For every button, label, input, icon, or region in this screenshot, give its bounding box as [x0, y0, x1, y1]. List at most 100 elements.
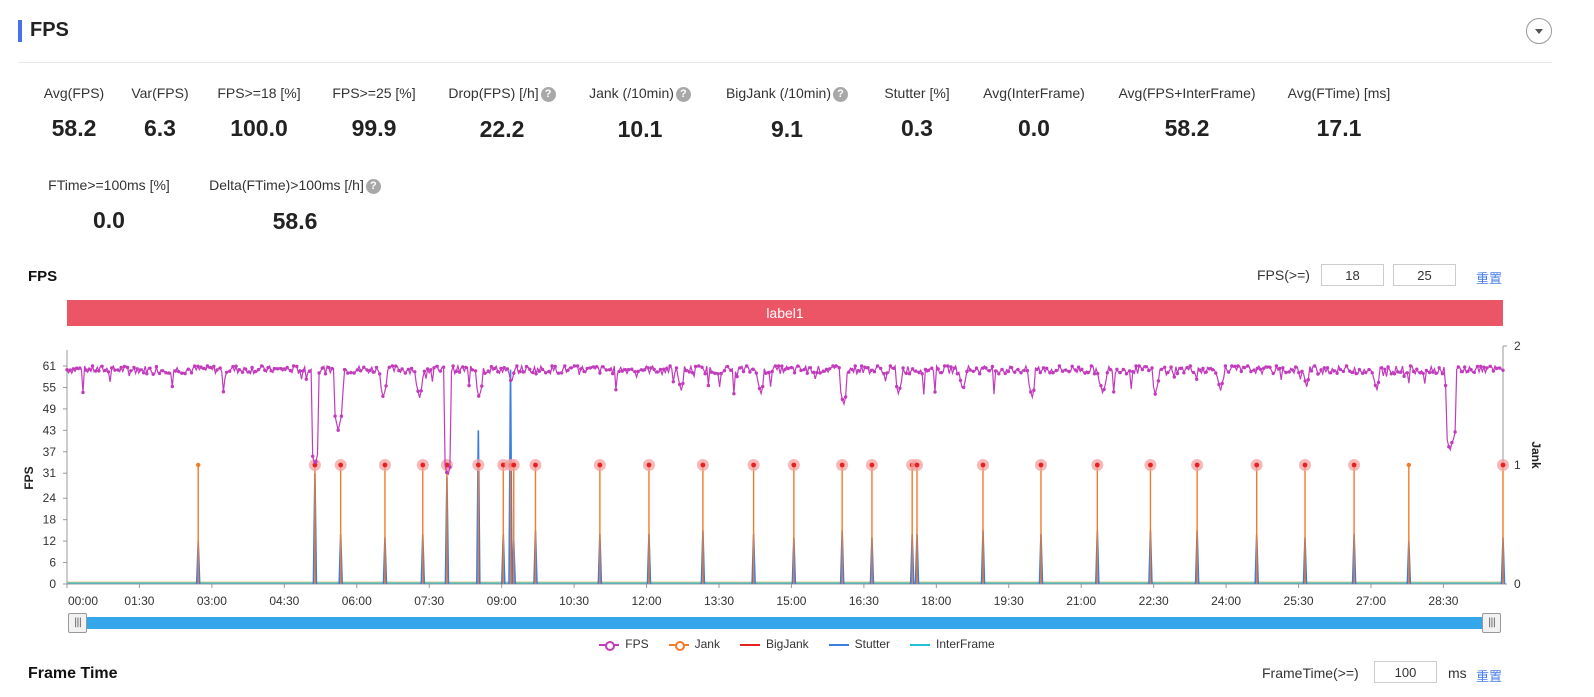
fps-point [828, 367, 832, 371]
fps-point [228, 369, 232, 373]
fps-point [780, 364, 784, 368]
fps-threshold-low-input[interactable] [1321, 264, 1384, 286]
fps-point [738, 366, 742, 370]
fps-point [987, 369, 991, 373]
fps-point [1281, 366, 1285, 370]
frametime-reset-link[interactable]: 重置 [1476, 669, 1503, 684]
fps-point [1048, 371, 1052, 375]
fps-point [1354, 371, 1358, 376]
bigjank-marker [1194, 462, 1200, 468]
fps-point [157, 371, 162, 376]
fps-point [1230, 364, 1234, 368]
fps-point [1431, 370, 1435, 374]
legend-item[interactable]: InterFrame [910, 637, 995, 651]
fps-threshold-high-input[interactable] [1393, 264, 1456, 286]
fps-point [550, 364, 554, 368]
fps-point [247, 370, 251, 374]
fps-point [374, 365, 379, 370]
help-icon[interactable]: ? [833, 87, 849, 102]
fps-point [1319, 368, 1323, 372]
fps-point [1309, 369, 1314, 373]
fps-point [1277, 366, 1282, 371]
frametime-threshold-input[interactable] [1374, 661, 1437, 683]
fps-point [952, 366, 956, 370]
x-tick-label: 12:00 [632, 594, 662, 608]
metric-card: Avg(FPS) 58.2 [0, 85, 184, 142]
legend-item[interactable]: FPS [599, 637, 649, 651]
collapse-toggle-button[interactable] [1526, 18, 1552, 44]
fps-point [1348, 369, 1352, 373]
fps-point [1003, 371, 1007, 376]
metric-label: FPS>=18 [%] [149, 85, 369, 101]
legend-item[interactable]: Stutter [828, 637, 890, 651]
x-tick-label: 25:30 [1284, 594, 1314, 608]
fps-point [856, 369, 861, 373]
fps-point [741, 369, 746, 374]
fps-point [234, 364, 238, 368]
time-range-slider[interactable] [70, 617, 1500, 629]
fps-point [872, 370, 877, 374]
bigjank-marker [1148, 462, 1153, 468]
fps-point [240, 370, 245, 374]
fps-point [1159, 367, 1164, 371]
slider-handle-right[interactable]: ||| [1482, 613, 1501, 633]
help-icon[interactable]: ? [675, 87, 691, 102]
fps-point [368, 368, 372, 372]
fps-point [256, 367, 261, 372]
fps-point [1188, 364, 1193, 368]
fps-point [285, 365, 289, 370]
fps-point [419, 389, 423, 393]
fps-point [847, 370, 851, 374]
fps-point [129, 369, 133, 373]
legend-item[interactable]: BigJank [739, 637, 809, 651]
page-title: FPS [30, 19, 69, 41]
fps-point [1070, 364, 1074, 368]
metric-label: Stutter [%] [807, 85, 1027, 101]
fps-point [1143, 365, 1148, 369]
bigjank-marker [646, 462, 652, 468]
fps-point [1274, 364, 1279, 368]
fps-threshold-label: FPS(>=) [1257, 267, 1310, 283]
metric-value: 58.6 [272, 208, 318, 234]
fps-point [534, 372, 538, 376]
help-icon[interactable]: ? [365, 179, 381, 194]
fps-reset-link[interactable]: 重置 [1476, 271, 1503, 286]
metric-card: Drop(FPS) [/h]? 22.2 [392, 85, 612, 143]
fps-point [1051, 371, 1055, 375]
legend-item[interactable]: Jank [668, 637, 720, 651]
fps-point [821, 369, 825, 373]
fps-point [1284, 370, 1288, 375]
fps-point [384, 384, 388, 388]
fps-point [1290, 368, 1295, 372]
slider-handle-left[interactable]: ||| [68, 613, 87, 633]
bigjank-marker [1302, 462, 1308, 468]
metric-label-text: Drop(FPS) [/h] [448, 85, 539, 101]
metric-label-text: Stutter [%] [884, 85, 950, 101]
fps-point [400, 367, 404, 371]
fps-point [422, 369, 427, 373]
metric-label-text: Jank (/10min) [589, 85, 674, 101]
fps-point [930, 366, 934, 370]
header-accent-bar [18, 20, 22, 42]
fps-point [224, 370, 229, 374]
fps-point [381, 394, 385, 398]
fps-point [279, 366, 283, 371]
fps-point [1147, 368, 1151, 373]
fps-point [949, 365, 953, 369]
fps-point [298, 369, 302, 373]
fps-point [1214, 371, 1218, 375]
fps-point [582, 369, 586, 374]
fps-point [1006, 369, 1011, 374]
fps-point [1494, 366, 1499, 371]
x-tick-label: 22:30 [1139, 594, 1169, 608]
fps-point [263, 368, 267, 372]
label-bar[interactable]: label1 [67, 300, 1503, 326]
fps-point [291, 364, 296, 368]
help-icon[interactable]: ? [540, 87, 556, 102]
fps-point [859, 364, 864, 368]
fps-point [1086, 370, 1090, 375]
fps-point [269, 369, 273, 373]
fps-point [879, 366, 883, 371]
y2-tick-label: 2 [1514, 339, 1521, 353]
fps-point [939, 370, 944, 375]
